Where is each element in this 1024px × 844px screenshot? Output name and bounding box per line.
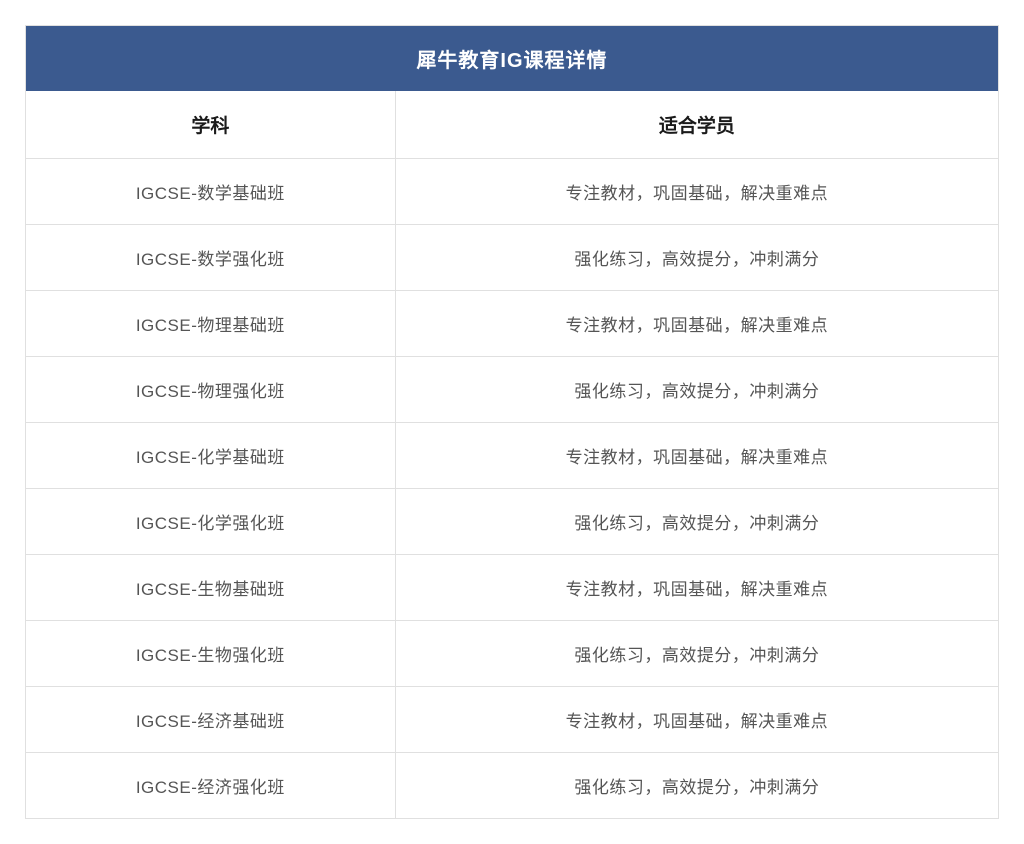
table-row: IGCSE-生物强化班 强化练习，高效提分，冲刺满分 [26,621,999,687]
cell-desc: 强化练习，高效提分，冲刺满分 [395,621,998,687]
cell-subject: IGCSE-生物基础班 [26,555,396,621]
table-title: 犀牛教育IG课程详情 [26,26,999,92]
cell-desc: 专注教材，巩固基础，解决重难点 [395,687,998,753]
header-desc: 适合学员 [395,91,998,159]
table-row: IGCSE-生物基础班 专注教材，巩固基础，解决重难点 [26,555,999,621]
cell-subject: IGCSE-化学强化班 [26,489,396,555]
cell-subject: IGCSE-物理强化班 [26,357,396,423]
table-row: IGCSE-化学强化班 强化练习，高效提分，冲刺满分 [26,489,999,555]
table-body: IGCSE-数学基础班 专注教材，巩固基础，解决重难点 IGCSE-数学强化班 … [26,159,999,819]
table-header-row: 学科 适合学员 [26,91,999,159]
cell-subject: IGCSE-化学基础班 [26,423,396,489]
table-row: IGCSE-物理强化班 强化练习，高效提分，冲刺满分 [26,357,999,423]
cell-subject: IGCSE-生物强化班 [26,621,396,687]
cell-desc: 专注教材，巩固基础，解决重难点 [395,555,998,621]
cell-subject: IGCSE-数学基础班 [26,159,396,225]
cell-subject: IGCSE-经济基础班 [26,687,396,753]
cell-subject: IGCSE-物理基础班 [26,291,396,357]
table-row: IGCSE-数学基础班 专注教材，巩固基础，解决重难点 [26,159,999,225]
cell-subject: IGCSE-数学强化班 [26,225,396,291]
table-row: IGCSE-化学基础班 专注教材，巩固基础，解决重难点 [26,423,999,489]
table-row: IGCSE-物理基础班 专注教材，巩固基础，解决重难点 [26,291,999,357]
course-table: 犀牛教育IG课程详情 学科 适合学员 IGCSE-数学基础班 专注教材，巩固基础… [25,25,999,819]
header-subject: 学科 [26,91,396,159]
table-row: IGCSE-数学强化班 强化练习，高效提分，冲刺满分 [26,225,999,291]
cell-desc: 专注教材，巩固基础，解决重难点 [395,423,998,489]
cell-desc: 专注教材，巩固基础，解决重难点 [395,291,998,357]
cell-desc: 专注教材，巩固基础，解决重难点 [395,159,998,225]
cell-desc: 强化练习，高效提分，冲刺满分 [395,489,998,555]
table-row: IGCSE-经济基础班 专注教材，巩固基础，解决重难点 [26,687,999,753]
cell-desc: 强化练习，高效提分，冲刺满分 [395,357,998,423]
cell-desc: 强化练习，高效提分，冲刺满分 [395,225,998,291]
